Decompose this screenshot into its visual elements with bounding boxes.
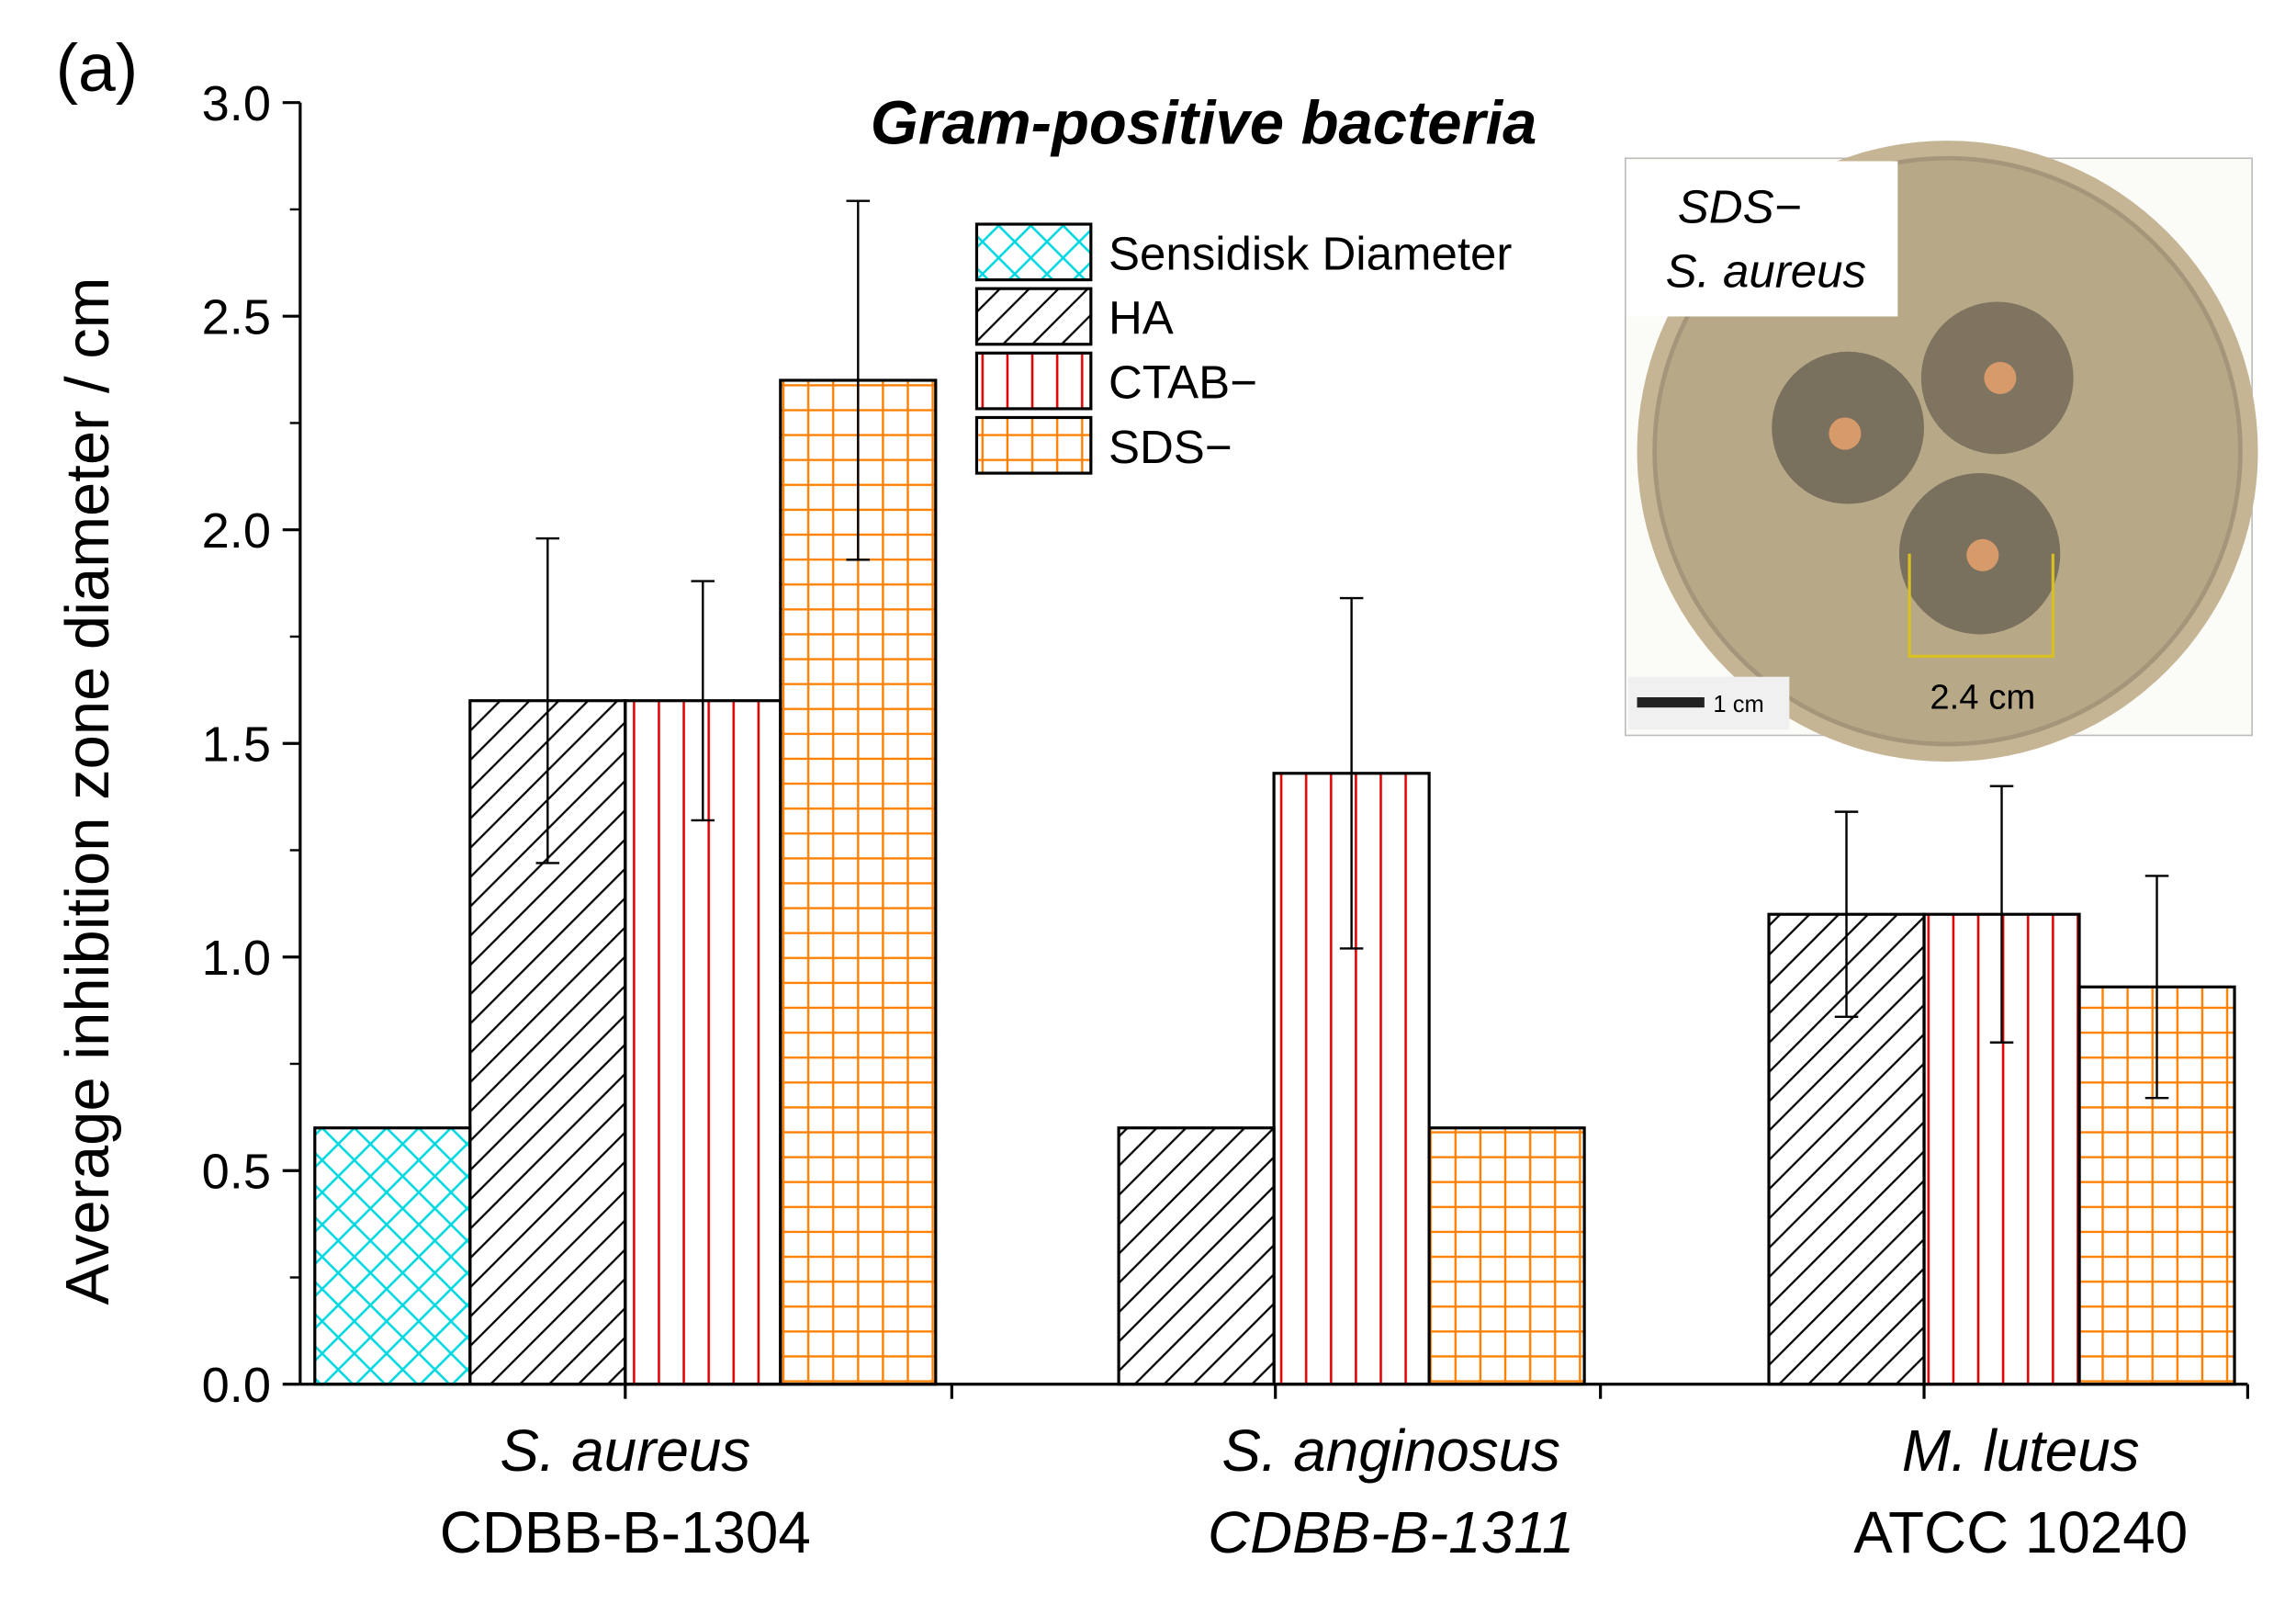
legend-swatch	[974, 351, 1093, 411]
y-axis-label: Average inhibition zone diameter / cm	[53, 277, 122, 1305]
error-bar	[1339, 596, 1364, 950]
error-bar	[2144, 875, 2169, 1100]
y-tick-label: 0.5	[202, 1144, 271, 1199]
y-tick-label: 0.0	[202, 1358, 271, 1413]
panel-label: (a)	[56, 30, 139, 106]
legend-label: CTAB−	[1109, 356, 1257, 409]
x-category-species: S. anginosus	[1221, 1418, 1560, 1484]
error-bar	[1834, 810, 1859, 1019]
x-category-strain: ATCC 10240	[1853, 1499, 2188, 1565]
bar	[1117, 1126, 1276, 1386]
y-tick-label: 2.5	[202, 289, 271, 345]
error-bar	[691, 580, 715, 822]
legend-swatch	[974, 287, 1093, 346]
scale-bar-label: 1 cm	[1713, 692, 1763, 717]
error-bar	[1989, 785, 2014, 1044]
x-category-species: S. aureus	[500, 1418, 750, 1484]
legend-swatch	[974, 415, 1093, 475]
y-tick-label: 2.0	[202, 503, 271, 559]
chart-title: Gram-positive bacteria	[871, 88, 1537, 157]
bar	[313, 1126, 472, 1386]
inset-label: S. aureus	[1666, 245, 1866, 298]
y-tick-label: 1.0	[202, 931, 271, 986]
y-tick-label: 1.5	[202, 717, 271, 772]
bar	[1427, 1126, 1586, 1386]
inset-photo	[1624, 141, 2258, 762]
x-category-strain: CDBB-B-1311	[1208, 1499, 1574, 1565]
legend-label: Sensidisk Diameter	[1109, 227, 1512, 279]
x-category-strain: CDBB-B-1304	[440, 1499, 811, 1565]
error-bar	[535, 537, 560, 864]
x-category-species: M. luteus	[1902, 1418, 2140, 1484]
measure-label: 2.4 cm	[1930, 678, 2035, 717]
legend-label: HA	[1109, 292, 1174, 345]
y-tick-label: 3.0	[202, 76, 271, 131]
inset-label: SDS−	[1678, 180, 1802, 232]
error-bar	[846, 199, 871, 561]
legend-label: SDS−	[1109, 421, 1232, 473]
legend-swatch	[974, 222, 1093, 282]
